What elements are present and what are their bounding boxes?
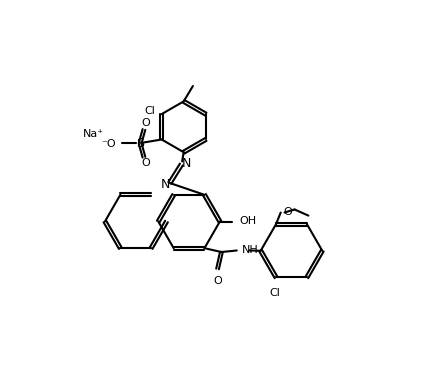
Text: OH: OH <box>239 216 256 226</box>
Text: Cl: Cl <box>145 106 155 116</box>
Text: Cl: Cl <box>269 288 280 298</box>
Text: O: O <box>213 276 222 286</box>
Text: NH: NH <box>242 245 258 255</box>
Text: Na⁺: Na⁺ <box>83 129 104 139</box>
Text: ⁻O: ⁻O <box>101 139 115 149</box>
Text: N: N <box>161 178 170 191</box>
Text: O: O <box>284 207 293 217</box>
Text: O: O <box>141 158 150 168</box>
Text: S: S <box>136 137 144 150</box>
Text: O: O <box>141 118 150 128</box>
Text: N: N <box>182 157 191 170</box>
